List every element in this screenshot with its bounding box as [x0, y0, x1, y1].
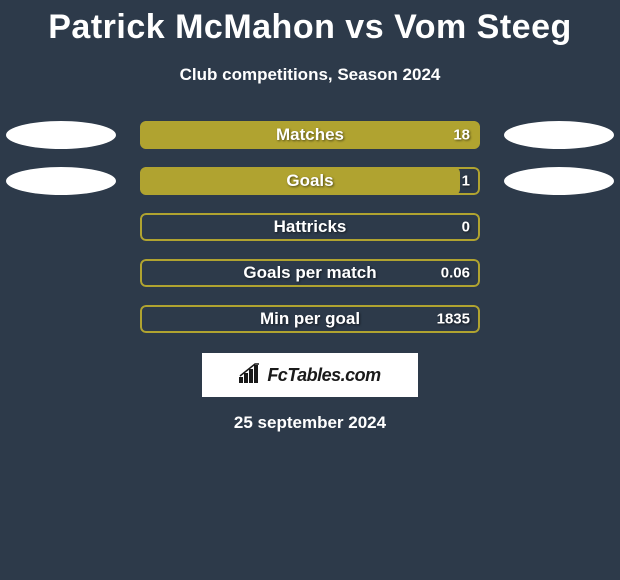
stat-row: Matches 18 [0, 121, 620, 149]
stat-label: Min per goal [260, 309, 360, 329]
stat-row: Hattricks 0 [0, 213, 620, 241]
page-title: Patrick McMahon vs Vom Steeg [48, 8, 572, 47]
date-line: 25 september 2024 [234, 413, 386, 433]
stat-bar: Matches 18 [140, 121, 480, 149]
logo-text: FcTables.com [267, 365, 380, 386]
stat-value: 1835 [437, 311, 470, 328]
ellipse-right [504, 121, 614, 149]
stat-row: Goals 1 [0, 167, 620, 195]
comparison-card: Patrick McMahon vs Vom Steeg Club compet… [0, 0, 620, 433]
stat-value: 0 [462, 219, 470, 236]
ellipse-right [504, 167, 614, 195]
stat-row: Min per goal 1835 [0, 305, 620, 333]
subtitle: Club competitions, Season 2024 [180, 65, 441, 85]
stat-value: 0.06 [441, 265, 470, 282]
stat-value: 1 [462, 173, 470, 190]
stat-label: Goals [286, 171, 333, 191]
stat-label: Matches [276, 125, 344, 145]
bar-chart-icon [239, 363, 263, 388]
stat-bar: Goals per match 0.06 [140, 259, 480, 287]
ellipse-left [6, 167, 116, 195]
stat-bar: Min per goal 1835 [140, 305, 480, 333]
logo-box: FcTables.com [202, 353, 418, 397]
stat-bar: Hattricks 0 [140, 213, 480, 241]
stats-area: Matches 18 Goals 1 Hattricks 0 Goals per match… [0, 121, 620, 333]
stat-bar: Goals 1 [140, 167, 480, 195]
stat-label: Goals per match [243, 263, 376, 283]
stat-label: Hattricks [274, 217, 347, 237]
ellipse-left [6, 121, 116, 149]
stat-value: 18 [453, 127, 470, 144]
stat-row: Goals per match 0.06 [0, 259, 620, 287]
